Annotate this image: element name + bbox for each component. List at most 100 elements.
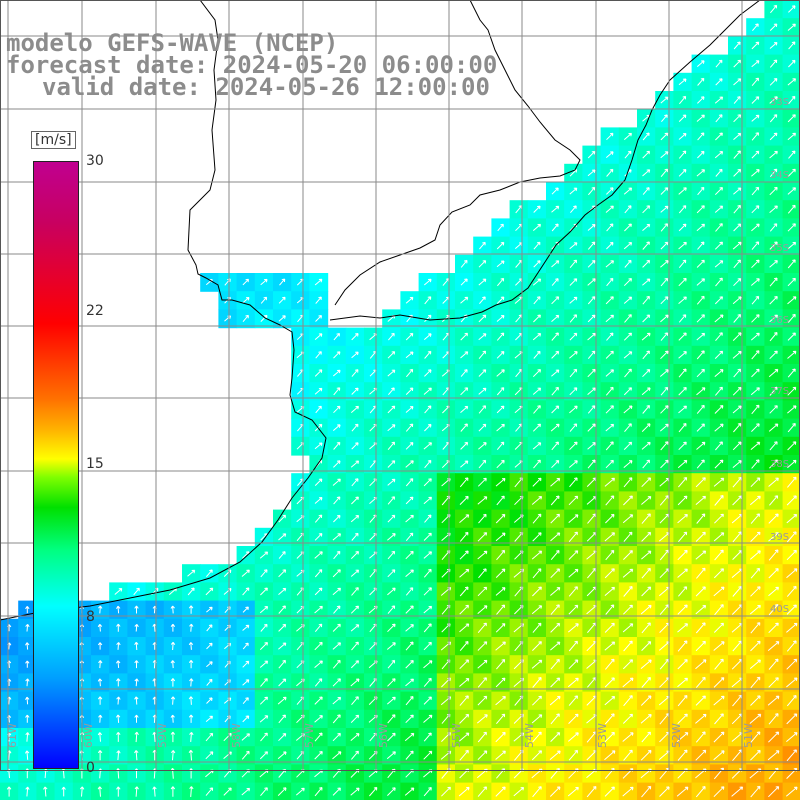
wind-arrow <box>606 132 614 141</box>
wind-arrow <box>786 549 797 561</box>
wind-arrow <box>333 550 341 560</box>
wind-arrow <box>459 678 470 687</box>
wind-arrow <box>697 186 705 196</box>
wind-arrow <box>605 549 615 561</box>
wind-arrow <box>678 169 687 177</box>
wind-arrow <box>259 642 268 651</box>
wind-arrow <box>751 259 760 269</box>
lon-label: 52W <box>670 723 683 748</box>
wind-arrow <box>242 606 249 613</box>
wind-arrow <box>714 314 724 323</box>
wind-arrow <box>606 168 614 177</box>
wind-arrow <box>587 513 596 524</box>
wind-arrow <box>478 369 487 377</box>
wind-arrow <box>641 731 651 743</box>
wind-arrow <box>750 278 760 286</box>
wind-arrow <box>278 605 286 614</box>
wind-arrow <box>387 550 396 560</box>
wind-arrow <box>260 296 268 304</box>
wind-arrow <box>568 514 579 523</box>
wind-arrow <box>350 733 360 741</box>
wind-arrow <box>405 514 414 523</box>
wind-arrow <box>768 568 779 579</box>
wind-arrow <box>278 551 286 559</box>
wind-arrow <box>769 114 778 123</box>
wind-arrow <box>714 658 724 670</box>
wind-arrow <box>459 477 469 488</box>
wind-arrow <box>769 314 778 323</box>
wind-arrow <box>696 404 705 414</box>
wind-arrow <box>350 624 360 632</box>
wind-arrow <box>350 678 360 687</box>
wind-arrow <box>787 223 796 232</box>
wind-arrow <box>405 550 414 560</box>
wind-arrow <box>388 332 395 341</box>
wind-arrow <box>715 78 723 86</box>
wind-arrow <box>405 678 414 687</box>
wind-arrow <box>750 785 761 798</box>
wind-arrow <box>714 96 724 104</box>
wind-arrow <box>677 695 688 707</box>
wind-arrow <box>624 368 632 378</box>
wind-arrow <box>768 622 779 634</box>
wind-arrow <box>661 114 668 123</box>
wind-arrow <box>206 569 213 578</box>
wind-arrow <box>677 495 688 506</box>
wind-arrow <box>640 604 652 615</box>
wind-arrow <box>767 641 780 651</box>
wind-arrow <box>170 623 176 632</box>
wind-arrow <box>695 749 707 761</box>
wind-arrow <box>567 623 579 633</box>
wind-arrow <box>697 241 705 250</box>
wind-arrow <box>695 495 706 505</box>
wind-arrow <box>769 277 778 287</box>
wind-arrow <box>459 514 470 523</box>
wind-arrow <box>713 750 725 761</box>
wind-arrow <box>677 659 688 670</box>
wind-arrow <box>333 496 341 505</box>
wind-arrow <box>423 696 432 705</box>
wind-arrow <box>242 642 249 650</box>
wind-arrow <box>496 351 505 359</box>
wind-arrow <box>97 786 102 797</box>
wind-arrow <box>678 133 687 140</box>
wind-arrow <box>532 477 542 487</box>
wind-arrow <box>787 476 797 488</box>
wind-arrow <box>278 714 286 724</box>
wind-arrow <box>205 587 214 596</box>
wind-arrow <box>277 787 287 796</box>
wind-arrow <box>496 659 506 670</box>
wind-arrow <box>713 677 725 688</box>
wind-arrow <box>642 132 650 141</box>
wind-arrow <box>660 187 669 195</box>
wind-arrow <box>678 241 687 250</box>
wind-arrow <box>332 659 341 669</box>
wind-arrow <box>495 623 506 633</box>
wind-arrow <box>641 586 652 597</box>
wind-arrow <box>533 314 541 323</box>
wind-arrow <box>713 568 724 579</box>
wind-arrow <box>549 786 561 797</box>
wind-arrow <box>205 751 214 760</box>
wind-arrow <box>478 314 487 323</box>
wind-arrow <box>642 169 651 177</box>
wind-arrow <box>750 513 760 524</box>
wind-arrow <box>751 205 760 214</box>
wind-arrow <box>676 732 689 742</box>
wind-arrow <box>351 333 359 341</box>
wind-arrow <box>551 369 560 377</box>
wind-arrow <box>170 786 176 797</box>
wind-arrow <box>623 550 633 560</box>
wind-arrow <box>660 96 669 104</box>
wind-arrow <box>696 513 706 524</box>
wind-arrow <box>641 387 651 396</box>
lon-label: 54W <box>523 723 536 748</box>
wind-arrow <box>660 332 669 341</box>
wind-arrow <box>97 642 103 650</box>
wind-arrow <box>458 786 470 797</box>
wind-arrow <box>769 42 778 49</box>
lon-label: 55W <box>450 723 463 748</box>
wind-arrow <box>170 731 176 743</box>
wind-arrow <box>695 695 706 706</box>
wind-arrow <box>495 731 506 743</box>
